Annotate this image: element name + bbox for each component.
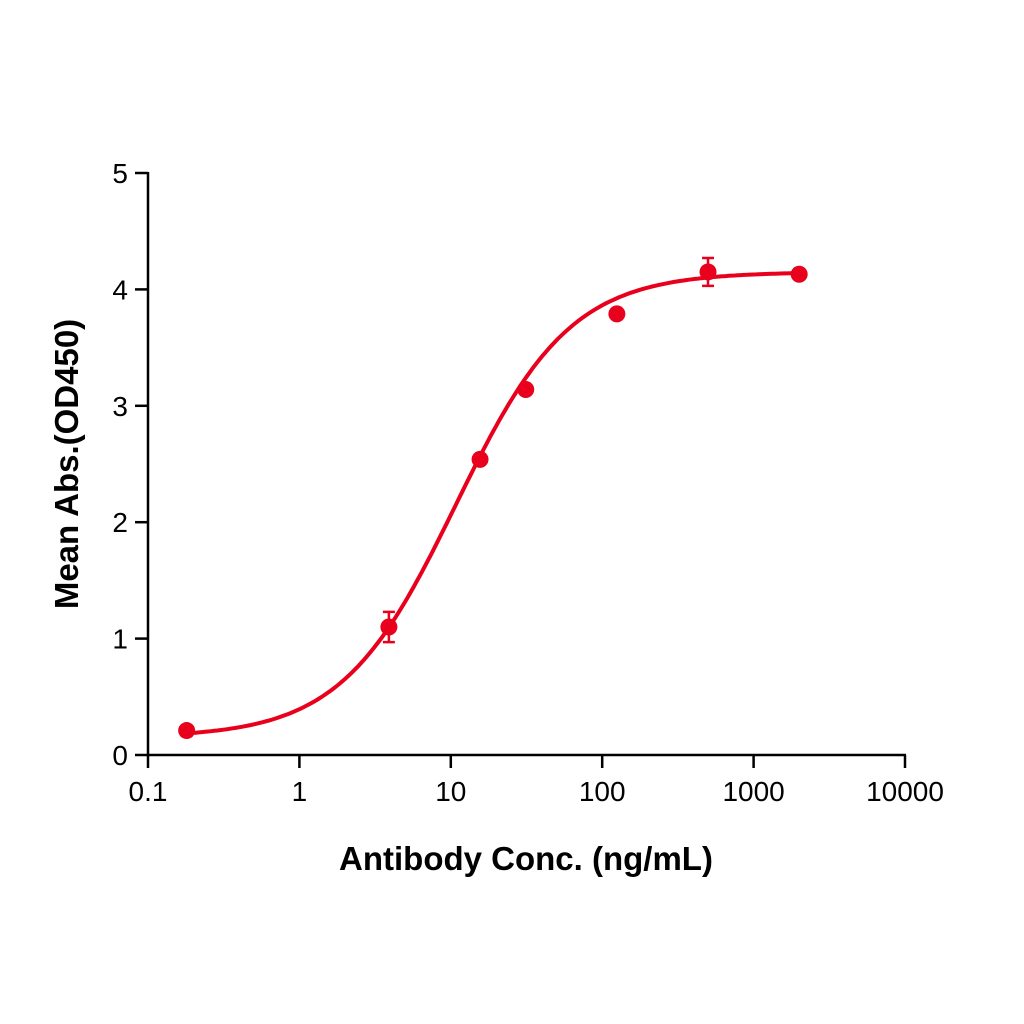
data-point xyxy=(790,265,808,283)
data-point xyxy=(471,450,489,468)
fit-curve xyxy=(186,271,800,736)
data-point xyxy=(517,381,535,399)
y-tick-label: 4 xyxy=(112,274,128,305)
data-point xyxy=(608,305,626,323)
x-tick-label: 1000 xyxy=(722,776,784,807)
y-tick-label: 5 xyxy=(112,158,128,189)
data-point xyxy=(699,263,717,281)
x-tick-label: 0.1 xyxy=(129,776,168,807)
y-ticks: 0 1 2 3 4 5 xyxy=(112,158,148,771)
y-tick-label: 0 xyxy=(112,740,128,771)
x-tick-label: 100 xyxy=(579,776,626,807)
axes xyxy=(146,172,906,757)
x-tick-label: 10000 xyxy=(866,776,944,807)
data-point xyxy=(380,618,398,636)
y-tick-label: 3 xyxy=(112,391,128,422)
x-axis-title: Antibody Conc. (ng/mL) xyxy=(339,840,713,877)
data-points xyxy=(178,256,808,740)
x-tick-label: 10 xyxy=(435,776,466,807)
data-point xyxy=(178,722,196,740)
x-ticks: 0.1 1 10 100 1000 10000 xyxy=(129,755,944,807)
x-tick-label: 1 xyxy=(292,776,308,807)
y-axis-title: Mean Abs.(OD450) xyxy=(48,319,85,609)
y-tick-label: 2 xyxy=(112,507,128,538)
y-tick-label: 1 xyxy=(112,624,128,655)
fit-curve-layer xyxy=(186,271,800,736)
